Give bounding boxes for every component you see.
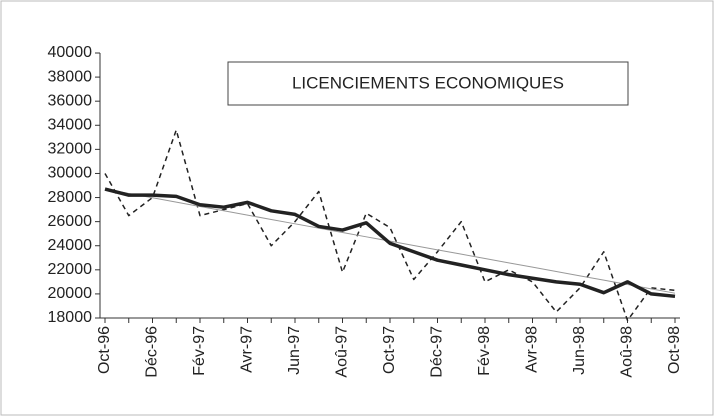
y-tick-label: 32000	[48, 141, 93, 158]
x-tick-label: Oct-97	[381, 326, 398, 374]
x-tick-label: Déc-97	[429, 326, 446, 378]
x-tick-label: Jun-98	[571, 326, 588, 375]
y-tick-label: 28000	[48, 189, 93, 206]
y-tick-label: 20000	[48, 285, 93, 302]
x-tick-label: Déc-96	[144, 326, 161, 378]
y-tick-label: 26000	[48, 213, 93, 230]
x-tick-label: Avr-97	[239, 326, 256, 373]
y-tick-label: 34000	[48, 116, 93, 133]
y-tick-label: 22000	[48, 261, 93, 278]
y-tick-label: 36000	[48, 92, 93, 109]
line-series	[104, 129, 676, 322]
x-tick-label: Oct-96	[96, 326, 113, 374]
y-tick-label: 24000	[48, 237, 93, 254]
x-tick-label: Oct-98	[666, 326, 683, 374]
x-tick-label: Aoû-98	[619, 326, 636, 378]
x-tick-label: Fév-98	[476, 326, 493, 376]
line-series	[104, 187, 676, 299]
x-tick-label: Fév-97	[191, 326, 208, 376]
y-tick-label: 18000	[48, 309, 93, 326]
x-tick-label: Aoû-97	[334, 326, 351, 378]
y-tick-label: 30000	[48, 165, 93, 182]
y-tick-label: 38000	[48, 68, 93, 85]
y-tick-label: 40000	[48, 44, 93, 61]
x-tick-label: Jun-97	[286, 326, 303, 375]
x-tick-label: Avr-98	[524, 326, 541, 373]
chart-title: LICENCIEMENTS ECONOMIQUES	[292, 73, 564, 92]
title-box	[227, 61, 629, 106]
